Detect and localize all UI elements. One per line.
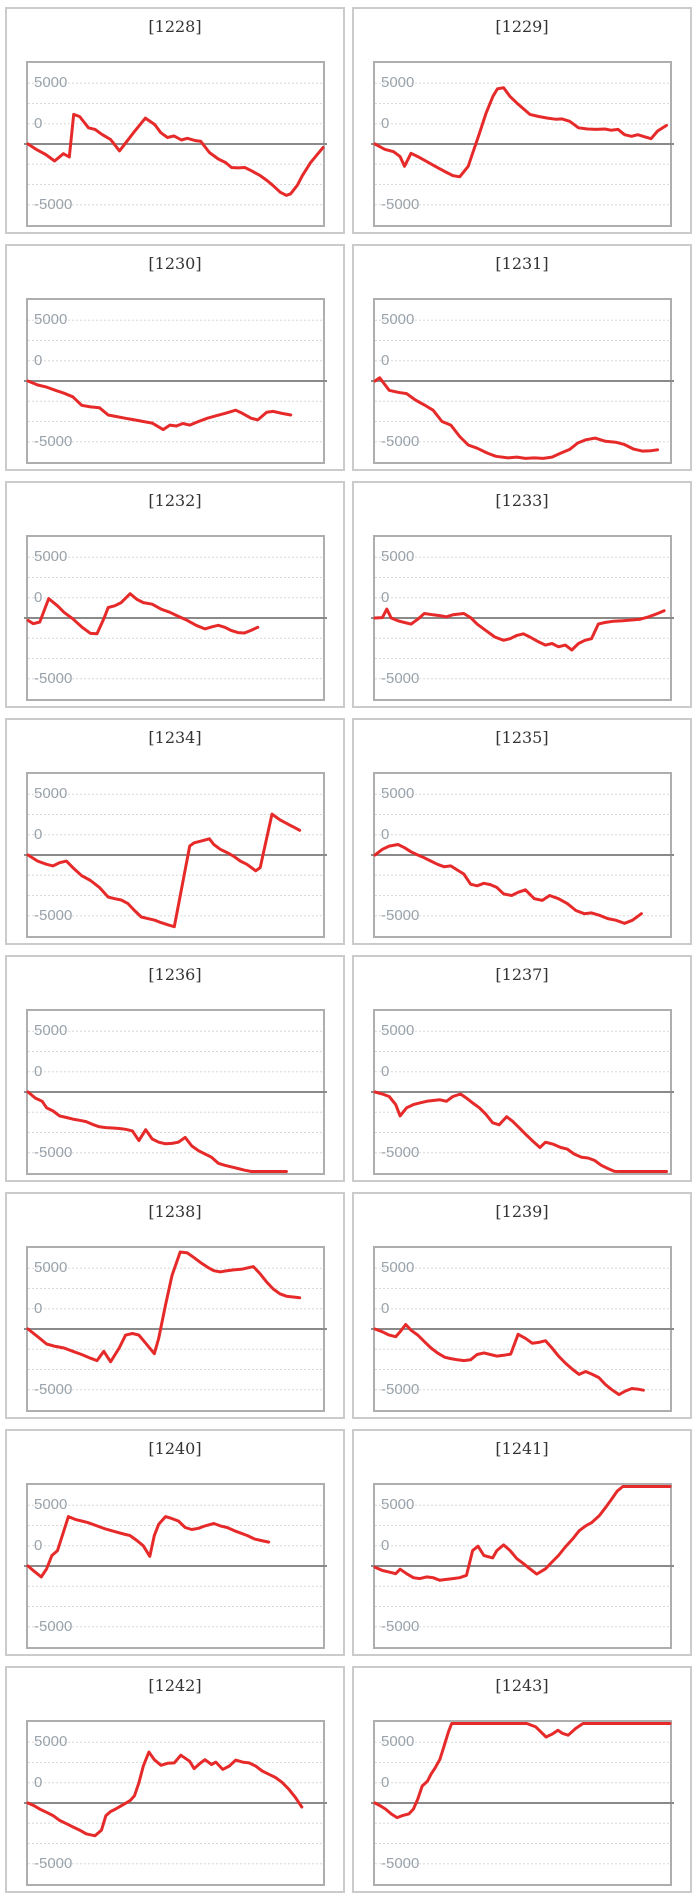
slump-chart-svg xyxy=(24,319,327,443)
plot-area: 5000 0 -5000 xyxy=(24,298,327,464)
chart-title: [1240] xyxy=(148,1439,202,1458)
chart-card: [1239] 5000 0 -5000 xyxy=(352,1192,692,1419)
chart-title: [1232] xyxy=(148,491,202,510)
plot-area: 5000 0 -5000 xyxy=(24,1483,327,1649)
slump-chart-svg xyxy=(371,793,674,925)
chart-card: [1230] 5000 0 -5000 xyxy=(5,244,345,471)
chart-title: [1233] xyxy=(495,491,549,510)
slump-polyline xyxy=(26,812,302,929)
plot-area: 5000 0 -5000 xyxy=(24,1720,327,1886)
plot-area: 5000 0 -5000 xyxy=(371,1246,674,1412)
slump-polyline xyxy=(373,607,666,652)
chart-title: [1228] xyxy=(148,17,202,36)
slump-chart-svg xyxy=(24,1741,327,1865)
slump-polyline xyxy=(373,1090,668,1173)
plot-area: 5000 0 -5000 xyxy=(24,772,327,938)
plot-area: 5000 0 -5000 xyxy=(371,61,674,227)
plot-area: 5000 0 -5000 xyxy=(24,535,327,701)
slump-chart-svg xyxy=(371,556,674,680)
slump-chart-svg xyxy=(371,319,674,460)
slump-chart-svg xyxy=(371,1030,674,1173)
plot-area: 5000 0 -5000 xyxy=(24,1246,327,1412)
chart-title: [1237] xyxy=(495,965,549,984)
chart-card: [1231] 5000 0 -5000 xyxy=(352,244,692,471)
slump-chart-svg xyxy=(24,1250,327,1391)
chart-card: [1229] 5000 0 -5000 xyxy=(352,7,692,234)
chart-title: [1241] xyxy=(495,1439,549,1458)
chart-card: [1243] 5000 0 -5000 xyxy=(352,1666,692,1893)
chart-title: [1242] xyxy=(148,1676,202,1695)
chart-title: [1230] xyxy=(148,254,202,273)
slump-chart-svg xyxy=(24,793,327,929)
slump-polyline xyxy=(373,1722,672,1820)
plot-area: 5000 0 -5000 xyxy=(371,298,674,464)
slump-polyline xyxy=(373,1323,645,1397)
chart-card: [1236] 5000 0 -5000 xyxy=(5,955,345,1182)
slump-chart-svg xyxy=(371,1267,674,1397)
slump-polyline xyxy=(26,112,325,197)
plot-area: 5000 0 -5000 xyxy=(371,1483,674,1649)
chart-title: [1239] xyxy=(495,1202,549,1221)
chart-card: [1240] 5000 0 -5000 xyxy=(5,1429,345,1656)
slump-chart-svg xyxy=(371,82,674,206)
chart-title: [1229] xyxy=(495,17,549,36)
plot-area: 5000 0 -5000 xyxy=(371,1720,674,1886)
chart-title: [1234] xyxy=(148,728,202,747)
chart-card: [1238] 5000 0 -5000 xyxy=(5,1192,345,1419)
slump-polyline xyxy=(26,1750,304,1838)
chart-card: [1235] 5000 0 -5000 xyxy=(352,718,692,945)
slump-chart-svg xyxy=(24,82,327,206)
plot-area: 5000 0 -5000 xyxy=(371,535,674,701)
chart-title: [1235] xyxy=(495,728,549,747)
slump-chart-svg xyxy=(371,1722,674,1865)
slump-polyline xyxy=(373,843,643,925)
slump-chart-svg xyxy=(24,556,327,680)
plot-area: 5000 0 -5000 xyxy=(371,1009,674,1175)
slump-chart-svg xyxy=(24,1030,327,1173)
chart-title: [1238] xyxy=(148,1202,202,1221)
chart-card: [1234] 5000 0 -5000 xyxy=(5,718,345,945)
slump-chart-svg xyxy=(24,1504,327,1628)
slump-polyline xyxy=(373,86,668,179)
chart-card: [1237] 5000 0 -5000 xyxy=(352,955,692,1182)
chart-title: [1243] xyxy=(495,1676,549,1695)
slump-polyline xyxy=(26,592,260,636)
chart-card: [1241] 5000 0 -5000 xyxy=(352,1429,692,1656)
slump-chart-svg xyxy=(371,1485,674,1628)
slump-polyline xyxy=(26,1515,271,1579)
chart-card: [1242] 5000 0 -5000 xyxy=(5,1666,345,1893)
slump-polyline xyxy=(26,379,293,432)
slump-polyline xyxy=(26,1090,288,1173)
slump-polyline xyxy=(373,376,660,460)
chart-title: [1236] xyxy=(148,965,202,984)
chart-title: [1231] xyxy=(495,254,549,273)
plot-area: 5000 0 -5000 xyxy=(24,1009,327,1175)
chart-card: [1228] 5000 0 -5000 xyxy=(5,7,345,234)
plot-area: 5000 0 -5000 xyxy=(24,61,327,227)
plot-area: 5000 0 -5000 xyxy=(371,772,674,938)
chart-card: [1233] 5000 0 -5000 xyxy=(352,481,692,708)
slump-polyline xyxy=(26,1250,302,1364)
chart-card: [1232] 5000 0 -5000 xyxy=(5,481,345,708)
slump-polyline xyxy=(373,1485,672,1582)
